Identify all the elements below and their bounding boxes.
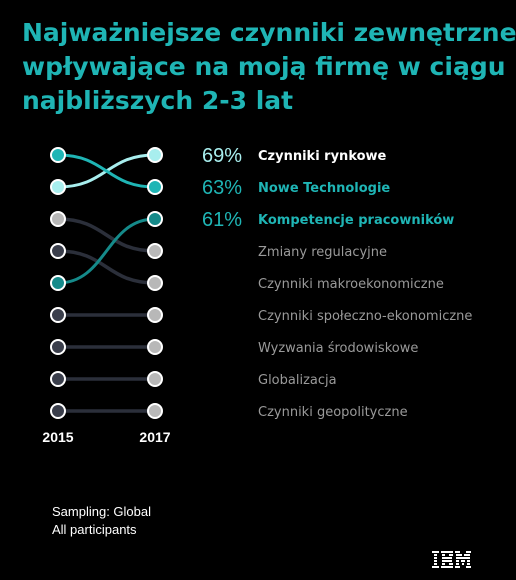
point-2015 xyxy=(50,307,66,323)
point-2015 xyxy=(50,275,66,291)
x-axis-label: 2015 xyxy=(42,429,73,445)
category-label: Wyzwania środowiskowe xyxy=(258,341,418,356)
sampling-line: Sampling: Global xyxy=(52,504,151,519)
point-2017 xyxy=(147,243,163,259)
point-2017 xyxy=(147,339,163,355)
x-axis-label: 2017 xyxy=(139,429,170,445)
chart-title: Najważniejsze czynniki zewnętrzne wpływa… xyxy=(22,16,516,118)
title-line: najbliższych 2-3 lat xyxy=(22,86,294,115)
category-label: Globalizacja xyxy=(258,373,337,388)
title-line: Najważniejsze czynniki zewnętrzne xyxy=(22,18,516,47)
series-line xyxy=(56,153,157,189)
point-2015 xyxy=(50,211,66,227)
point-2015 xyxy=(50,371,66,387)
sampling-note: Sampling: Global All participants xyxy=(52,503,151,539)
point-2017 xyxy=(147,307,163,323)
value-label: 69% xyxy=(202,145,242,167)
point-2015 xyxy=(50,243,66,259)
ibm-logo xyxy=(432,551,471,568)
category-label: Czynniki makroekonomiczne xyxy=(258,277,444,292)
value-label: 61% xyxy=(202,209,242,231)
point-2017 xyxy=(147,211,163,227)
category-label: Czynniki rynkowe xyxy=(258,149,387,164)
point-2015 xyxy=(50,339,66,355)
category-label: Zmiany regulacyjne xyxy=(258,245,387,260)
category-label: Kompetencje pracowników xyxy=(258,213,454,228)
category-label: Czynniki geopolityczne xyxy=(258,405,408,420)
point-2015 xyxy=(50,147,66,163)
series-line xyxy=(56,249,157,285)
value-label: 63% xyxy=(202,177,242,199)
point-2017 xyxy=(147,371,163,387)
point-2015 xyxy=(50,403,66,419)
slope-chart: 69% Czynniki rynkowe 63% Nowe Technologie 61… xyxy=(42,145,472,445)
series-line xyxy=(56,217,157,285)
point-2017 xyxy=(147,179,163,195)
point-2017 xyxy=(147,147,163,163)
category-label: Czynniki społeczno-ekonomiczne xyxy=(258,309,472,324)
point-2017 xyxy=(147,275,163,291)
point-2017 xyxy=(147,403,163,419)
title-line: wpływające na moją firmę w ciągu xyxy=(22,52,506,81)
category-label: Nowe Technologie xyxy=(258,181,390,196)
series-line xyxy=(56,217,157,253)
participants-line: All participants xyxy=(52,522,137,537)
point-2015 xyxy=(50,179,66,195)
